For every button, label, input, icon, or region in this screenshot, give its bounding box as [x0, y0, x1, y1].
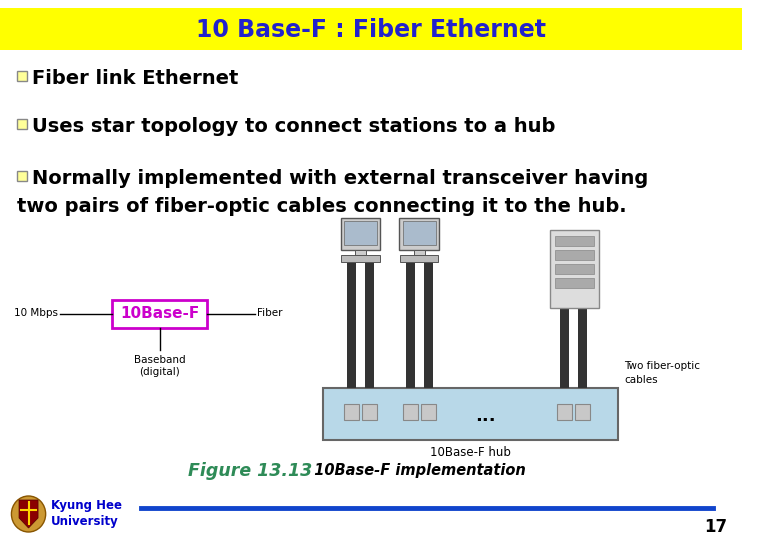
- Bar: [363, 404, 377, 420]
- Bar: [560, 260, 569, 388]
- Text: Two fiber-optic
cables: Two fiber-optic cables: [624, 361, 700, 384]
- Bar: [341, 218, 381, 250]
- Text: 10 Mbps: 10 Mbps: [14, 308, 58, 318]
- Text: Kyung Hee: Kyung Hee: [51, 500, 122, 512]
- Bar: [576, 404, 590, 420]
- Text: University: University: [51, 515, 119, 528]
- Bar: [324, 388, 619, 440]
- Bar: [399, 218, 439, 250]
- Bar: [344, 404, 359, 420]
- Text: ...: ...: [475, 407, 495, 425]
- Polygon shape: [19, 500, 38, 528]
- Bar: [403, 221, 435, 245]
- Bar: [406, 260, 415, 388]
- Bar: [403, 404, 417, 420]
- Text: Uses star topology to connect stations to a hub: Uses star topology to connect stations t…: [32, 118, 555, 137]
- Text: Figure 13.13: Figure 13.13: [188, 462, 313, 480]
- Bar: [555, 236, 594, 246]
- Bar: [400, 255, 438, 262]
- Bar: [578, 260, 587, 388]
- Text: 17: 17: [704, 518, 728, 536]
- Bar: [555, 264, 594, 274]
- Text: 10Base-F hub: 10Base-F hub: [431, 447, 511, 460]
- Circle shape: [12, 496, 46, 532]
- Bar: [17, 171, 27, 181]
- Bar: [365, 260, 374, 388]
- Bar: [555, 250, 594, 260]
- Text: Fiber link Ethernet: Fiber link Ethernet: [32, 70, 239, 89]
- Bar: [413, 250, 425, 255]
- Text: Baseband
(digital): Baseband (digital): [134, 355, 186, 377]
- Bar: [17, 71, 27, 81]
- Bar: [347, 260, 356, 388]
- Bar: [550, 230, 599, 308]
- Text: Normally implemented with external transceiver having: Normally implemented with external trans…: [32, 170, 649, 188]
- Text: 10 Base-F : Fiber Ethernet: 10 Base-F : Fiber Ethernet: [196, 18, 546, 42]
- Bar: [0, 8, 742, 50]
- Bar: [17, 119, 27, 129]
- Bar: [344, 221, 377, 245]
- Text: 10Base-F: 10Base-F: [120, 307, 200, 321]
- Bar: [558, 404, 572, 420]
- Bar: [355, 250, 366, 255]
- Bar: [421, 404, 435, 420]
- Bar: [555, 278, 594, 288]
- Text: 10Base-F implementation: 10Base-F implementation: [304, 463, 526, 478]
- Bar: [342, 255, 380, 262]
- Bar: [424, 260, 433, 388]
- Text: Fiber: Fiber: [257, 308, 282, 318]
- Text: two pairs of fiber-optic cables connecting it to the hub.: two pairs of fiber-optic cables connecti…: [17, 198, 627, 217]
- Bar: [112, 300, 207, 328]
